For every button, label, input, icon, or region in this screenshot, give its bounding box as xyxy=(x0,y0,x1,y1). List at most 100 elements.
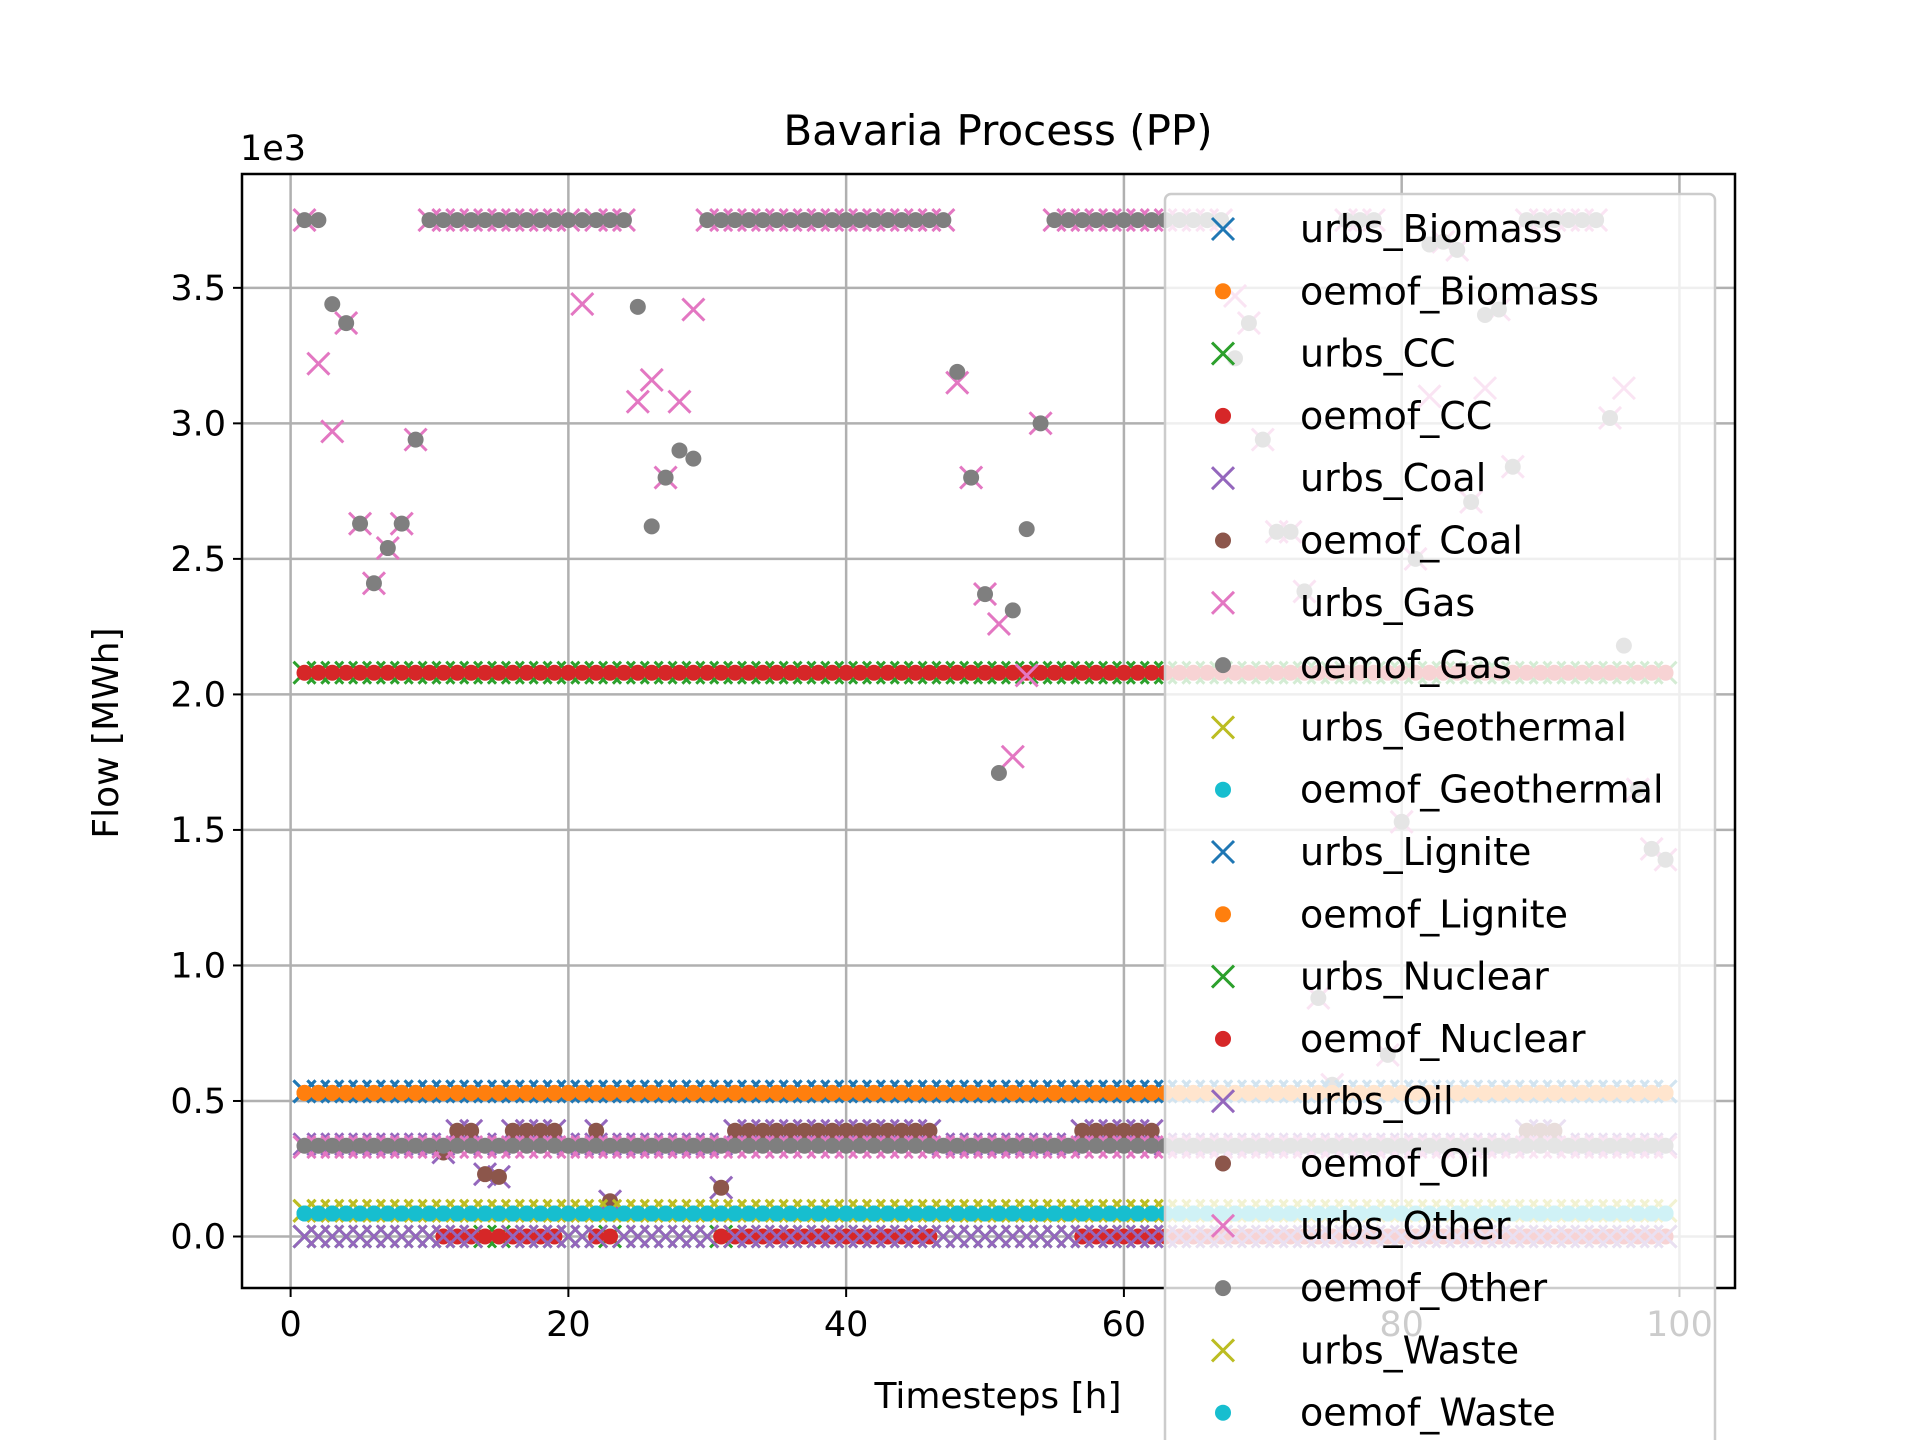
oemof-other-point xyxy=(463,1137,480,1154)
oemof-gas-point xyxy=(435,212,452,229)
oemof-cc-point xyxy=(629,664,646,681)
oemof-gas-point xyxy=(1032,415,1049,432)
oemof-lignite-point xyxy=(643,1084,660,1101)
oemof-other-point xyxy=(1046,1137,1063,1154)
oemof-waste-point xyxy=(546,1205,563,1222)
oemof-lignite-point xyxy=(879,1084,896,1101)
legend-label-oemof-cc: oemof_CC xyxy=(1300,394,1492,438)
oemof-gas-point xyxy=(1115,212,1132,229)
oemof-lignite-point xyxy=(1143,1084,1160,1101)
oemof-lignite-point xyxy=(935,1084,952,1101)
oemof-gas-point xyxy=(824,212,841,229)
oemof-gas-point xyxy=(949,363,966,380)
oemof-gas-point xyxy=(963,469,980,486)
oemof-cc-point xyxy=(782,664,799,681)
oemof-waste-point xyxy=(463,1205,480,1222)
oemof-waste-point xyxy=(1060,1205,1077,1222)
legend-marker-urbs-waste xyxy=(1210,1338,1236,1363)
oemof-lignite-point xyxy=(963,1084,980,1101)
oemof-gas-point xyxy=(477,212,494,229)
oemof-gas-point xyxy=(615,212,632,229)
oemof-lignite-point xyxy=(532,1084,549,1101)
legend-label-urbs-other: urbs_Other xyxy=(1300,1204,1511,1248)
oemof-gas-point xyxy=(643,518,660,535)
oemof-other-point xyxy=(490,1137,507,1154)
oemof-waste-point xyxy=(1115,1205,1132,1222)
oemof-other-point xyxy=(338,1137,355,1154)
oemof-waste-point xyxy=(338,1205,355,1222)
oemof-coal-point xyxy=(810,1122,827,1139)
y-tick-label: 3.0 xyxy=(170,404,226,444)
oemof-gas-point xyxy=(782,212,799,229)
oemof-waste-point xyxy=(324,1205,341,1222)
oemof-gas-point xyxy=(296,212,313,229)
oemof-cc-point xyxy=(602,664,619,681)
oemof-other-point xyxy=(1060,1137,1077,1154)
oemof-coal-point xyxy=(518,1122,535,1139)
oemof-other-point xyxy=(588,1137,605,1154)
oemof-cc-point xyxy=(852,664,869,681)
oemof-waste-point xyxy=(643,1205,660,1222)
legend-marker-oemof-nuclear xyxy=(1215,1030,1231,1047)
urbs-gas-point xyxy=(1000,744,1025,769)
urbs-oil-point xyxy=(584,1224,609,1249)
oemof-gas-point xyxy=(865,212,882,229)
oemof-cc-point xyxy=(963,664,980,681)
oemof-other-point xyxy=(935,1137,952,1154)
oemof-coal-point xyxy=(727,1122,744,1139)
oemof-other-point xyxy=(324,1137,341,1154)
oemof-cc-point xyxy=(907,664,924,681)
oemof-coal-series xyxy=(435,1122,1563,1161)
oemof-other-point xyxy=(352,1137,369,1154)
oemof-gas-point xyxy=(796,212,813,229)
legend-marker-oemof-biomass xyxy=(1215,283,1231,300)
legend-marker-urbs-biomass xyxy=(1210,216,1236,242)
legend-marker-urbs-nuclear xyxy=(1210,964,1236,989)
oemof-waste-point xyxy=(963,1205,980,1222)
oemof-cc-point xyxy=(421,664,438,681)
oemof-coal-point xyxy=(796,1122,813,1139)
oemof-lignite-point xyxy=(768,1084,785,1101)
oemof-waste-point xyxy=(1074,1205,1091,1222)
oemof-waste-point xyxy=(699,1205,716,1222)
oemof-lignite-point xyxy=(435,1084,452,1101)
oemof-cc-point xyxy=(1060,664,1077,681)
oemof-lignite-point xyxy=(824,1084,841,1101)
oemof-lignite-point xyxy=(921,1084,938,1101)
urbs-gas-point xyxy=(320,419,345,444)
oemof-other-point xyxy=(768,1137,785,1154)
oemof-waste-point xyxy=(1102,1205,1119,1222)
y-axis-label: Flow [MWh] xyxy=(86,627,127,838)
oemof-gas-point xyxy=(1102,212,1119,229)
oemof-cc-point xyxy=(532,664,549,681)
oemof-cc-point xyxy=(824,664,841,681)
oemof-other-point xyxy=(893,1137,910,1154)
oemof-other-point xyxy=(1129,1137,1146,1154)
oemof-waste-point xyxy=(1129,1205,1146,1222)
oemof-other-point xyxy=(921,1137,938,1154)
oemof-gas-point xyxy=(310,212,327,229)
oemof-cc-point xyxy=(643,664,660,681)
oemof-cc-point xyxy=(1004,664,1021,681)
y-tick-label: 0.5 xyxy=(170,1082,226,1122)
oemof-other-point xyxy=(518,1137,535,1154)
oemof-cc-point xyxy=(518,664,535,681)
oemof-gas-point xyxy=(1129,212,1146,229)
oemof-lignite-point xyxy=(477,1084,494,1101)
oemof-lignite-point xyxy=(713,1084,730,1101)
oemof-other-point xyxy=(1115,1137,1132,1154)
oemof-coal-point xyxy=(1143,1122,1160,1139)
y-offset-label: 1e3 xyxy=(240,129,306,169)
oemof-waste-point xyxy=(879,1205,896,1222)
oemof-cc-point xyxy=(699,664,716,681)
oemof-other-point xyxy=(1088,1137,1105,1154)
oemof-cc-point xyxy=(740,664,757,681)
oemof-lignite-point xyxy=(629,1084,646,1101)
oemof-lignite-point xyxy=(699,1084,716,1101)
oemof-oil-point xyxy=(477,1166,494,1183)
oemof-gas-point xyxy=(574,212,591,229)
oemof-lignite-point xyxy=(1032,1084,1049,1101)
oemof-other-point xyxy=(421,1137,438,1154)
legend-label-oemof-nuclear: oemof_Nuclear xyxy=(1300,1017,1586,1061)
oemof-gas-point xyxy=(838,212,855,229)
